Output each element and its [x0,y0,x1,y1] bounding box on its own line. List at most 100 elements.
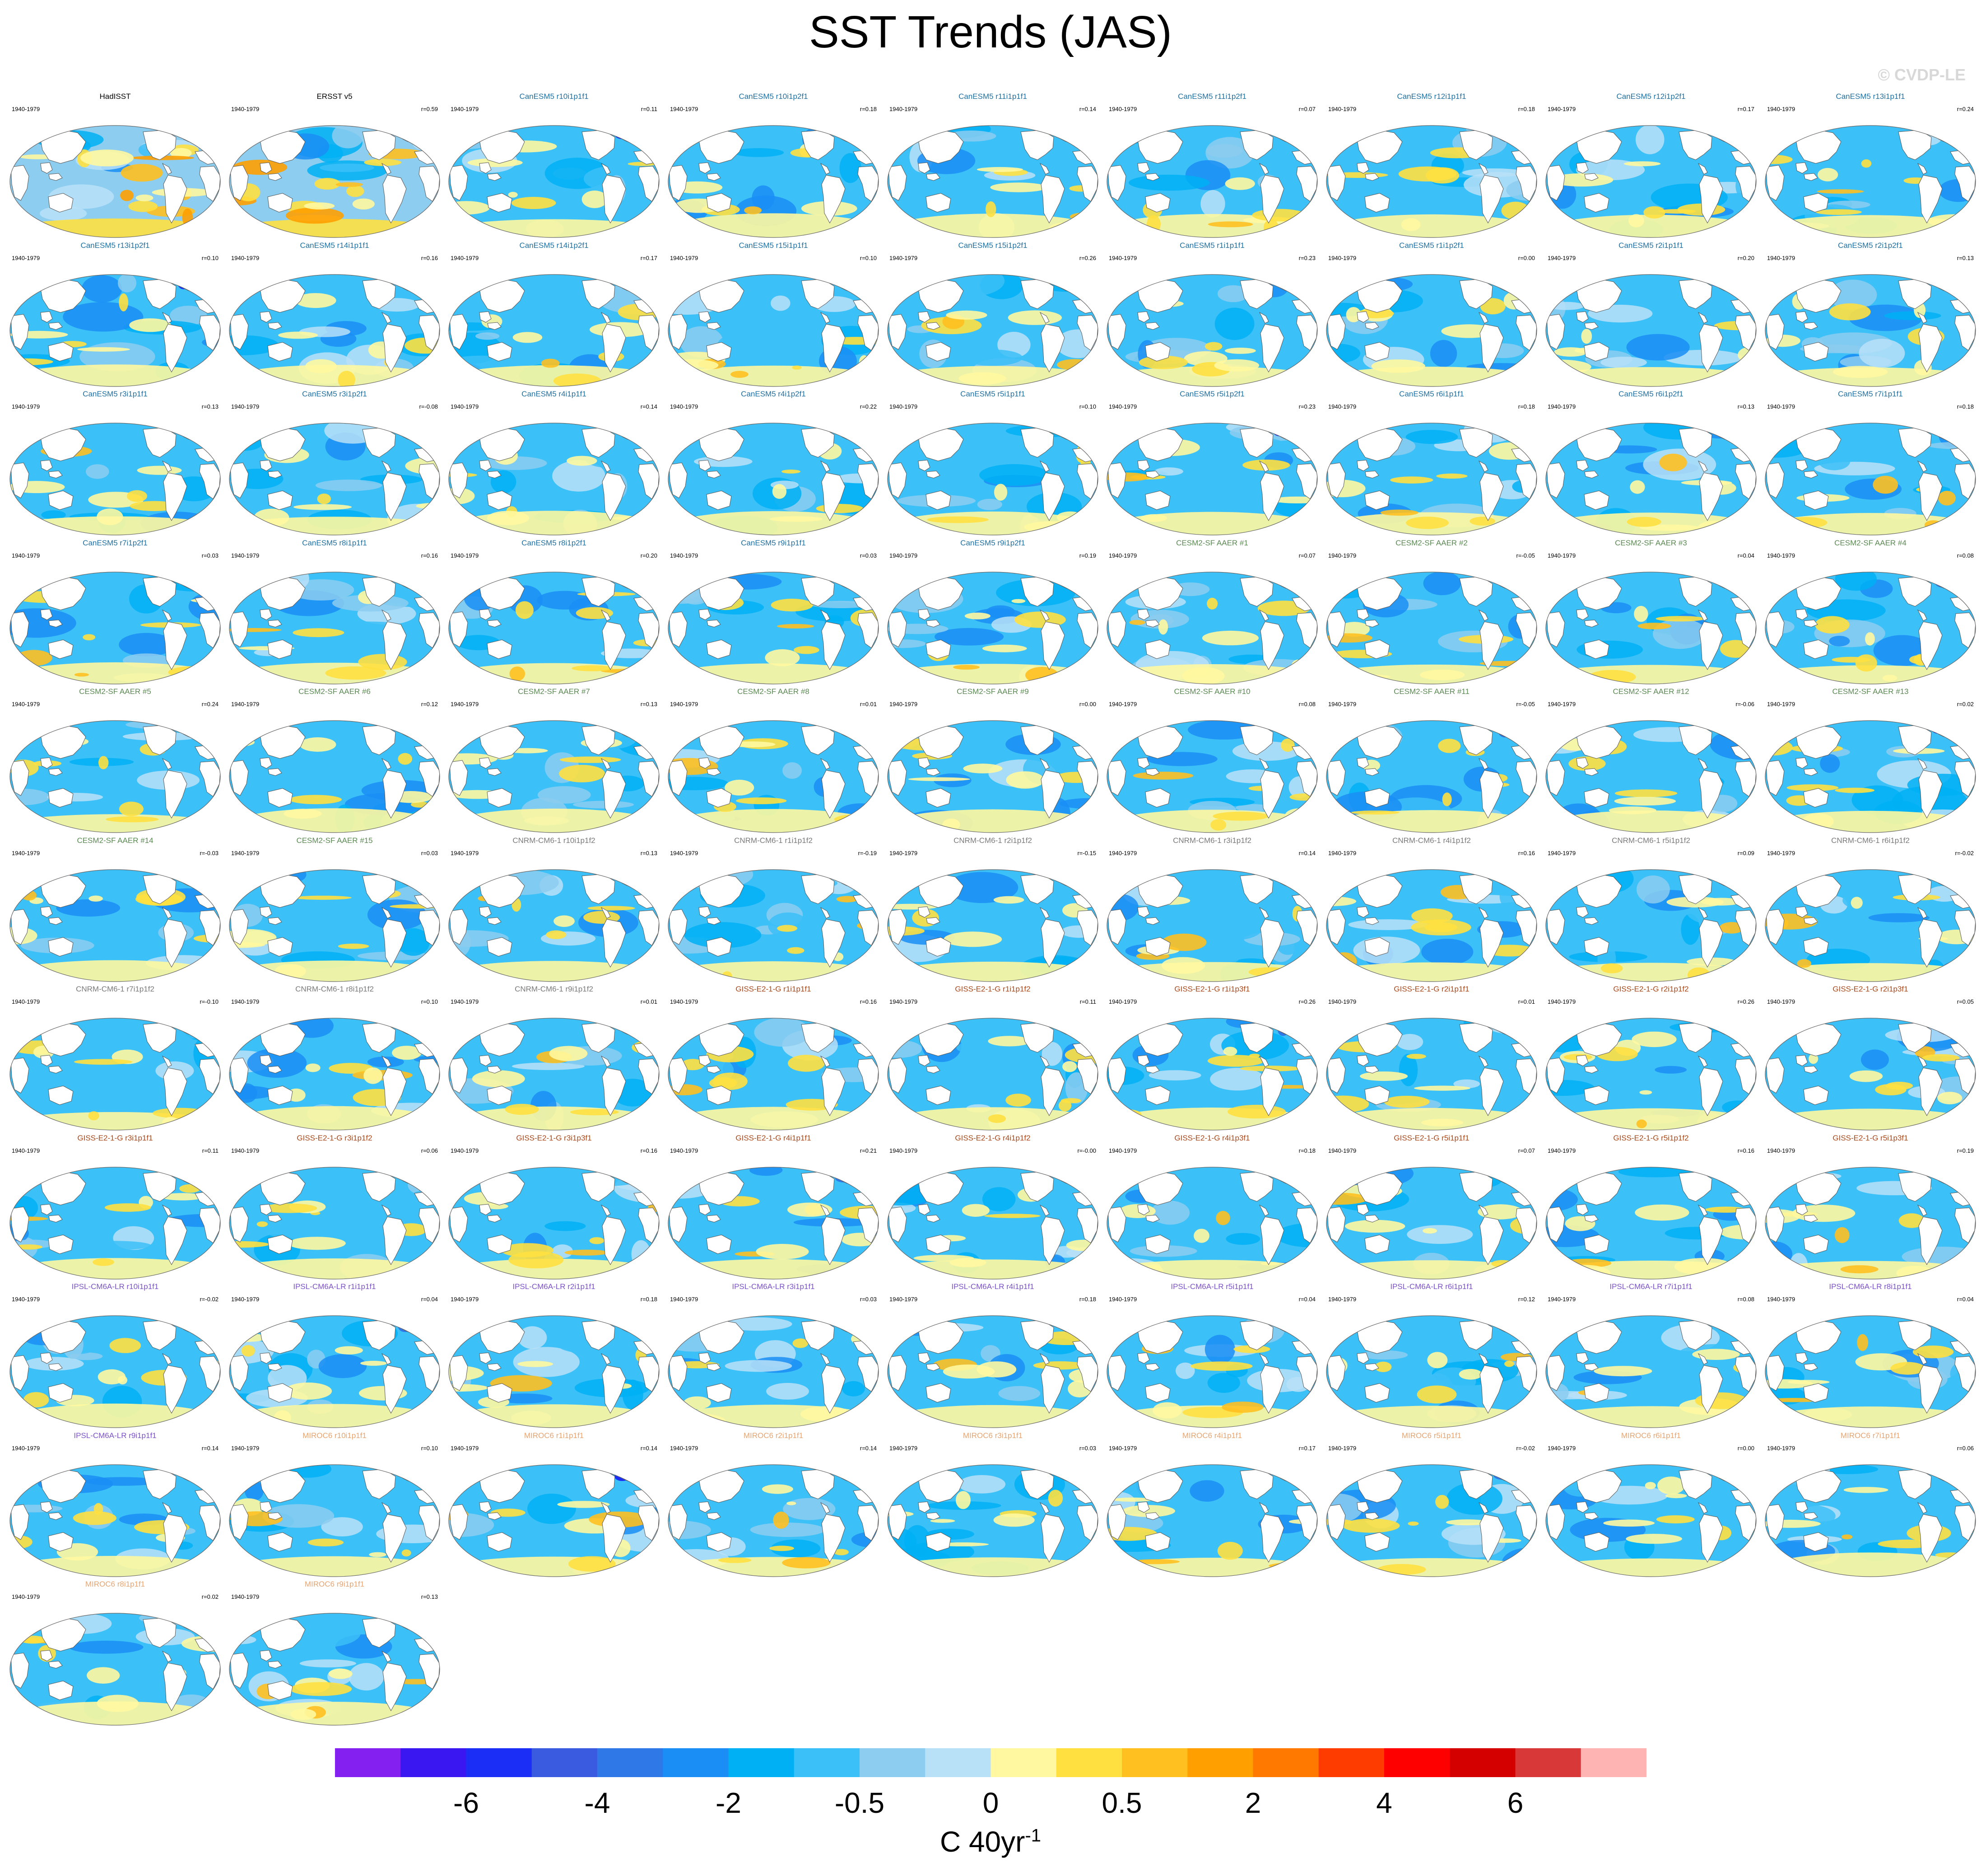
land-mass [1697,163,1708,175]
sst-anomaly-strong-cool [1061,1170,1074,1182]
land-mass [602,1513,626,1563]
panel-title: GISS-E2-1-G r2i1p1f1 [1394,985,1469,993]
map-outline [9,1018,221,1131]
land-mass [479,906,492,918]
sst-anomaly-strong-cool [614,1471,630,1481]
sst-anomaly-warm [352,198,375,209]
land-mass [1584,173,1599,181]
panel-map [229,125,440,238]
land-mass [268,173,282,181]
land-mass [1145,768,1160,776]
land-mass [199,1207,220,1243]
sst-anomaly-warm [1938,491,1956,506]
land-mass [1107,1355,1126,1391]
land-mass [48,173,63,181]
map-panel: GISS-E2-1-G r4i1p1f2 1940-1979 r=-0.00 [883,1134,1102,1284]
land-mass [48,1680,74,1700]
land-mass [199,1653,220,1690]
land-mass [638,1058,659,1094]
map-panel: CanESM5 r9i1p2f1 1940-1979 r=0.19 [883,539,1102,689]
sst-anomaly-warm [672,1410,687,1416]
sst-anomaly-warm [119,293,129,312]
sst-anomaly-warm [288,1236,346,1250]
panel-map [9,571,221,684]
sst-anomaly-warm [546,930,567,939]
sst-anomaly-warm [1066,1239,1098,1251]
sst-field [1326,1464,1537,1577]
sst-anomaly-warm [1843,1486,1888,1493]
sst-field [1107,869,1317,982]
land-mass [1259,1204,1269,1216]
land-mass [1296,1207,1317,1243]
sst-anomaly-cool [987,908,1017,926]
land-mass [1584,341,1609,362]
land-mass [926,1512,940,1520]
sst-field [1107,274,1317,386]
land-mass [821,1067,846,1117]
panel-map [9,869,221,982]
panel-correlation: r=-0.00 [1077,1147,1096,1154]
sst-anomaly-cool [1453,1079,1480,1089]
land-mass [669,1504,688,1540]
sst-anomaly-strong-cool [1273,426,1288,437]
land-mass [260,608,272,620]
colorbar [335,1748,1646,1777]
sst-anomaly-warm [329,1063,373,1074]
land-mass [487,768,502,776]
land-mass [163,918,187,968]
sst-anomaly-cool [1235,804,1271,812]
panel-period: 1940-1979 [12,106,40,112]
land-mass [707,917,721,925]
land-mass [381,758,391,770]
land-mass [1917,312,1927,324]
land-mass [1918,1067,1943,1117]
sst-field [888,869,1098,982]
land-mass [707,1363,721,1371]
sst-anomaly-warm [668,1413,726,1428]
sst-anomaly-warm [1161,957,1205,974]
land-mass [1918,323,1943,372]
land-mass [260,1203,272,1215]
sst-anomaly-warm [792,365,802,370]
panel-title: GISS-E2-1-G r5i1p3f1 [1832,1133,1908,1142]
land-mass [1735,1207,1756,1243]
land-mass [1041,175,1065,224]
land-mass [1357,1055,1369,1066]
land-mass [698,278,744,313]
sst-anomaly-warm [1581,328,1592,344]
panel-period: 1940-1979 [1328,403,1357,410]
panel-title: CanESM5 r12i1p2f1 [1616,92,1686,101]
land-mass [821,1216,846,1265]
sst-field [1107,572,1317,684]
land-mass [821,323,846,372]
panel-title: GISS-E2-1-G r5i1p1f1 [1394,1133,1469,1142]
sst-anomaly-cool [888,1334,937,1356]
panel-title: MIROC6 r2i1p1f1 [743,1431,804,1440]
sst-field [1107,721,1317,833]
land-mass [1039,1055,1050,1067]
land-mass [419,314,440,351]
land-mass [1576,1055,1589,1066]
map-panel: CanESM5 r8i1p2f1 1940-1979 r=0.20 [444,539,664,689]
land-mass [602,472,626,521]
map-outline [1107,571,1318,684]
land-mass [821,621,846,670]
land-mass [382,1662,407,1712]
sst-anomaly-warm [233,159,288,175]
map-outline [668,720,879,833]
land-mass [1699,472,1723,521]
sst-southern-band [889,1557,1097,1577]
sst-anomaly-cool [197,1109,220,1130]
land-mass [1697,758,1708,770]
colorbar-swatch [663,1748,729,1777]
sst-anomaly-warm [1423,1228,1437,1234]
panel-period: 1940-1979 [889,849,918,857]
land-mass [162,609,172,621]
panel-title: CanESM5 r11i1p2f1 [1178,92,1246,101]
panel-period: 1940-1979 [451,254,479,261]
land-mass [1576,460,1589,471]
land-mass [638,1207,659,1243]
land-mass [48,1363,63,1371]
panel-period: 1940-1979 [1328,1444,1357,1452]
sst-field [1546,1018,1756,1130]
